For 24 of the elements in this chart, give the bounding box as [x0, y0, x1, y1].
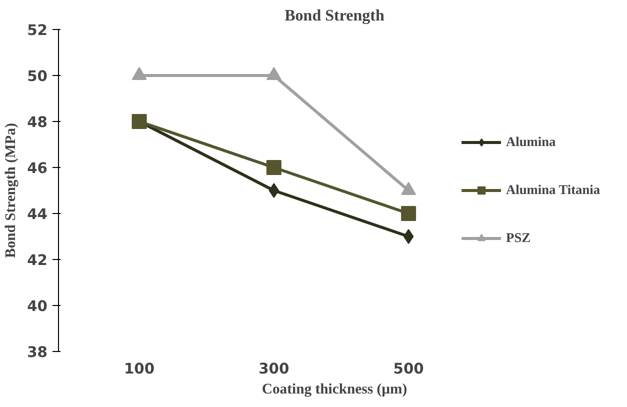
y-tick-label: 44	[27, 206, 48, 223]
chart-title: Bond Strength	[284, 8, 384, 24]
point	[403, 229, 414, 244]
x-tick-label: 100	[124, 360, 155, 378]
point	[266, 160, 282, 175]
y-tick-label: 52	[27, 22, 48, 39]
legend-label: Alumina Titania	[506, 182, 600, 198]
point	[132, 66, 147, 80]
point	[268, 183, 280, 198]
y-tick-label: 46	[27, 160, 48, 177]
y-tick-label: 42	[27, 252, 48, 269]
point	[132, 114, 147, 129]
point	[401, 206, 416, 221]
y-tick-label: 40	[27, 298, 48, 315]
y-tick-label: 38	[27, 344, 48, 361]
y-tick-label: 48	[27, 114, 48, 131]
y-tick-label: 50	[27, 68, 48, 85]
x-tick-label: 500	[393, 360, 424, 378]
x-tick-label: 300	[258, 360, 290, 378]
x-axis-title: Coating thickness (µm)	[262, 382, 408, 398]
legend-label: Alumina	[506, 134, 556, 150]
legend-label: PSZ	[506, 230, 530, 246]
point	[266, 66, 282, 80]
y-axis-title: Bond Strength (MPa)	[3, 122, 20, 258]
